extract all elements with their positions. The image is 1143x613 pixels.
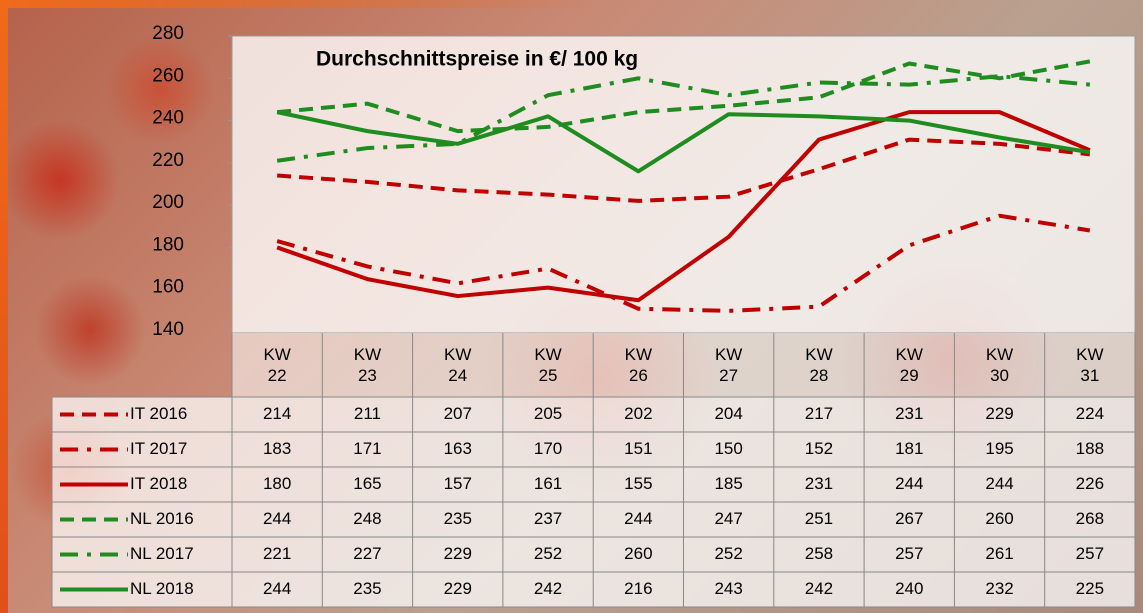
table-cell: 150 (714, 439, 742, 458)
table-cell: 204 (714, 404, 742, 423)
table-cell: 229 (444, 544, 472, 563)
legend-label: IT 2017 (130, 439, 187, 458)
table-cell: 183 (263, 439, 291, 458)
legend-label: IT 2018 (130, 474, 187, 493)
y-tick-label: 220 (152, 150, 184, 171)
table-cell: 157 (444, 474, 472, 493)
table-cell: 226 (1076, 474, 1104, 493)
y-tick-label: 160 (152, 277, 184, 298)
series-line (277, 137, 1091, 203)
table-cell: 240 (895, 579, 923, 598)
table-cell: 211 (354, 404, 381, 423)
legend-label: NL 2018 (130, 579, 194, 598)
table-cell: 231 (895, 404, 923, 423)
table-cell: 217 (805, 404, 833, 423)
y-tick-label: 200 (152, 192, 184, 213)
table-cell: 151 (624, 439, 652, 458)
table-cell: 180 (263, 474, 291, 493)
x-tick-label: KW 25 (534, 345, 562, 385)
x-tick-label: KW 27 (714, 345, 743, 385)
table-cell: 268 (1076, 509, 1104, 528)
table-cell: 251 (805, 509, 833, 528)
table-cell: 252 (714, 544, 742, 563)
table-cell: 229 (444, 579, 472, 598)
chart-title: Durchschnittspreise in €/ 100 kg (316, 48, 638, 71)
table-cell: 224 (1076, 404, 1104, 423)
table-cell: 248 (353, 509, 381, 528)
x-tick-label: KW 24 (444, 345, 472, 385)
plot-area (231, 35, 1136, 334)
legend-label: NL 2016 (130, 509, 194, 528)
table-cell: 244 (895, 474, 923, 493)
table-cell: 235 (444, 509, 472, 528)
table-cell: 244 (624, 509, 652, 528)
table-cell: 247 (714, 509, 742, 528)
table-cell: 170 (534, 439, 562, 458)
x-tick-label: KW 31 (1076, 345, 1104, 385)
table-cell: 243 (714, 579, 742, 598)
table-cell: 244 (985, 474, 1013, 493)
series-line (276, 110, 1091, 303)
table-cell: 185 (714, 474, 742, 493)
table-cell: 202 (624, 404, 652, 423)
table-cell: 261 (985, 544, 1013, 563)
table-cell: 155 (624, 474, 652, 493)
series-line (276, 110, 1091, 174)
legend-label: IT 2016 (130, 404, 187, 423)
table-cell: 244 (263, 509, 291, 528)
table-cell: 235 (353, 579, 381, 598)
table-cell: 221 (263, 544, 291, 563)
series-line (276, 74, 1091, 163)
table-cell: 171 (353, 439, 381, 458)
table-cell: 231 (805, 474, 833, 493)
legend-label: NL 2017 (130, 544, 194, 563)
x-tick-label: KW 26 (624, 345, 653, 385)
table-cell: 252 (534, 544, 562, 563)
series-line (276, 59, 1091, 134)
x-tick-label: KW 30 (985, 345, 1014, 385)
table-cell: 258 (805, 544, 833, 563)
y-tick-label: 260 (152, 65, 184, 86)
table-cell: 257 (1076, 544, 1104, 563)
table-cell: 232 (985, 579, 1013, 598)
table-cell: 207 (444, 404, 472, 423)
table-cell: 152 (805, 439, 833, 458)
table-cell: 237 (534, 509, 562, 528)
table-cell: 205 (534, 404, 562, 423)
table-cell: 267 (895, 509, 923, 528)
table-cell: 225 (1076, 579, 1104, 598)
table-cell: 216 (624, 579, 652, 598)
table-cell: 188 (1076, 439, 1104, 458)
table-cell: 163 (444, 439, 472, 458)
y-tick-label: 180 (152, 234, 184, 255)
y-tick-label: 240 (152, 108, 184, 129)
table-cell: 214 (263, 404, 291, 423)
table-cell: 229 (985, 404, 1013, 423)
table-cell: 195 (985, 439, 1013, 458)
table-cell: 244 (263, 579, 291, 598)
table-cell: 165 (353, 474, 381, 493)
table-cell: 242 (534, 579, 562, 598)
table-cell: 257 (895, 544, 923, 563)
y-tick-label: 280 (152, 23, 184, 44)
x-tick-label: KW 22 (263, 345, 291, 385)
table-cell: 260 (624, 544, 652, 563)
y-tick-label: 140 (152, 319, 184, 340)
x-tick-label: KW 28 (805, 345, 833, 385)
table-cell: 242 (805, 579, 833, 598)
table-cell: 181 (895, 439, 923, 458)
table-cell: 227 (353, 544, 381, 563)
x-tick-label: KW 29 (895, 345, 923, 385)
table-cell: 161 (534, 474, 562, 493)
table-cell: 260 (985, 509, 1013, 528)
x-tick-label: KW 23 (353, 345, 382, 385)
